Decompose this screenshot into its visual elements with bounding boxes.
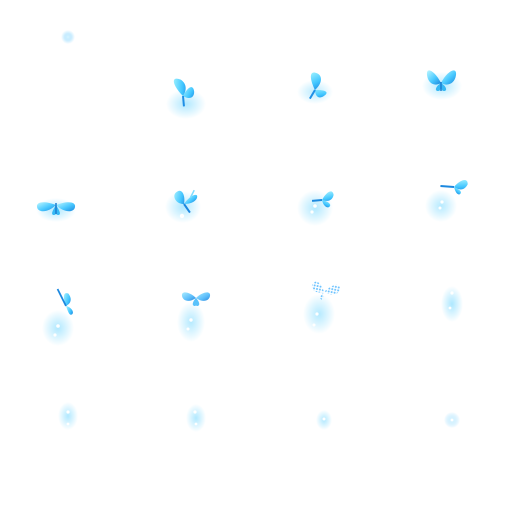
sprite-frame-6 bbox=[128, 128, 256, 256]
butterfly-sprite bbox=[422, 70, 462, 100]
glow-sprite bbox=[58, 402, 78, 439]
butterfly-sprite bbox=[297, 72, 333, 104]
sprite-frame-3 bbox=[256, 0, 384, 128]
sprite-frame-9 bbox=[0, 256, 128, 384]
butterfly-sprite bbox=[42, 288, 74, 346]
sprite-frame-14 bbox=[128, 384, 256, 512]
sprite-frame-10 bbox=[128, 256, 256, 384]
glow-sprite bbox=[441, 286, 463, 324]
sprite-frame-13 bbox=[0, 384, 128, 512]
sprite-frame-4 bbox=[384, 0, 512, 128]
sprite-frame-8 bbox=[384, 128, 512, 256]
sprite-frame-7 bbox=[256, 128, 384, 256]
sprite-frame-12 bbox=[384, 256, 512, 384]
butterfly-sprite bbox=[165, 189, 201, 223]
butterfly-sprite bbox=[425, 180, 468, 222]
glow-sprite bbox=[186, 404, 206, 440]
sprite-frame-16 bbox=[384, 384, 512, 512]
sprite-frame-1 bbox=[0, 0, 128, 128]
glow-dot-sprite bbox=[61, 30, 75, 44]
sprite-frame-5 bbox=[0, 128, 128, 256]
butterfly-sprite bbox=[177, 292, 211, 342]
sprite-frame-15 bbox=[256, 384, 384, 512]
butterfly-sprite bbox=[166, 78, 206, 119]
glow-sprite bbox=[316, 410, 332, 430]
sprite-frame-11 bbox=[256, 256, 384, 384]
butterfly-sprite bbox=[297, 190, 334, 226]
sprite-frame-2 bbox=[128, 0, 256, 128]
butterfly-sprite bbox=[303, 281, 341, 334]
glow-dot-sprite bbox=[444, 412, 460, 428]
butterfly-sprite bbox=[36, 198, 76, 222]
